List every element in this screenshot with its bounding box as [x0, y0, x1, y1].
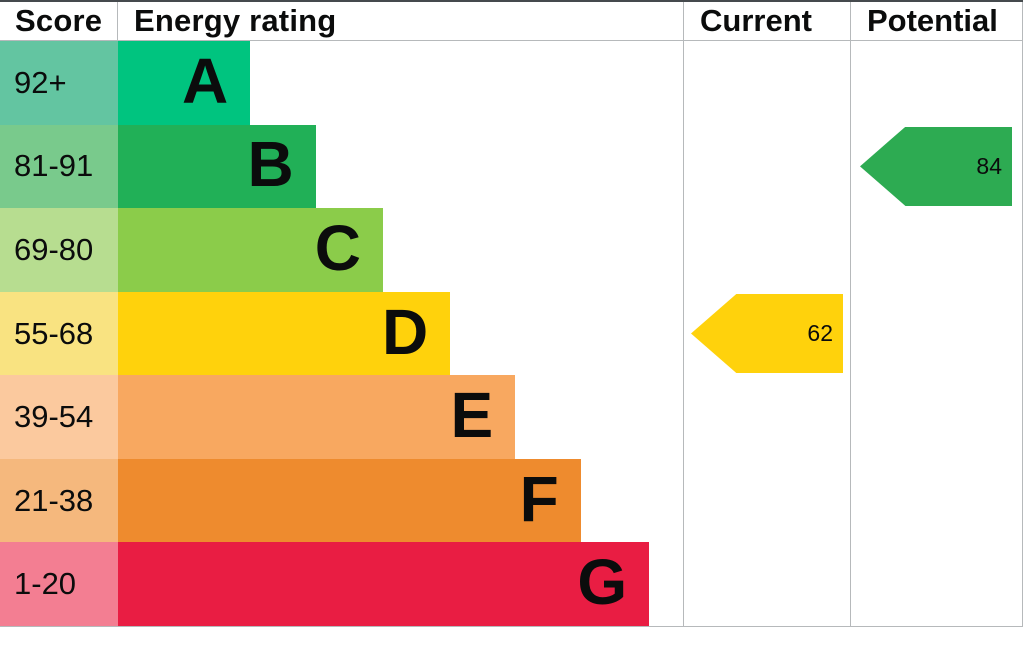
score-range-label-D: 55-68 — [0, 291, 118, 376]
band-bar-F: F — [118, 458, 581, 543]
band-bar-area-B: B — [118, 124, 683, 209]
score-range-label-C: 69-80 — [0, 208, 118, 292]
band-bar-area-C: C — [118, 208, 683, 292]
chart-header-left: Score Energy rating — [0, 2, 683, 41]
band-bar-area-A: A — [118, 41, 683, 125]
current-column-header: Current — [684, 2, 850, 41]
band-row-C: 69-80 C — [0, 208, 683, 292]
score-rating-area: Score Energy rating 92+ A 81-91 B 69-80 C 55-6… — [0, 2, 683, 627]
band-row-B: 81-91 B — [0, 124, 683, 209]
band-bar-area-F: F — [118, 458, 683, 543]
band-row-E: 39-54 E — [0, 375, 683, 459]
score-column-header: Score — [0, 2, 118, 40]
energy-rating-column-header: Energy rating — [134, 3, 337, 38]
band-bar-A: A — [118, 41, 251, 125]
potential-column: Potential 84 — [850, 2, 1023, 626]
band-rows: 92+ A 81-91 B 69-80 C 55-68 D 39-54 E 21-38 F 1-20 G — [0, 41, 683, 627]
band-bar-C: C — [118, 208, 383, 292]
epc-rating-chart: Score Energy rating 92+ A 81-91 B 69-80 C 55-6… — [0, 0, 1023, 627]
band-row-G: 1-20 G — [0, 542, 683, 627]
band-letter-F: F — [519, 462, 559, 535]
band-bar-E: E — [118, 375, 516, 459]
score-range-label-E: 39-54 — [0, 375, 118, 459]
band-letter-B: B — [247, 128, 294, 201]
band-row-F: 21-38 F — [0, 458, 683, 543]
band-bar-G: G — [118, 542, 650, 627]
current-column-body: 62 — [684, 41, 850, 626]
band-letter-G: G — [577, 546, 628, 619]
band-letter-D: D — [382, 295, 429, 368]
current-rating-arrow: 62 — [691, 293, 843, 374]
score-range-label-B: 81-91 — [0, 124, 118, 209]
band-row-D: 55-68 D — [0, 291, 683, 376]
score-range-label-G: 1-20 — [0, 542, 118, 627]
band-bar-B: B — [118, 124, 316, 209]
potential-column-body: 84 — [851, 41, 1022, 626]
current-rating-value: 62 — [807, 319, 833, 346]
band-letter-A: A — [181, 44, 229, 117]
band-bar-area-G: G — [118, 542, 683, 627]
potential-column-header: Potential — [851, 2, 1022, 41]
current-column: Current 62 — [683, 2, 850, 626]
band-row-A: 92+ A — [0, 41, 683, 125]
score-range-label-A: 92+ — [0, 41, 118, 125]
band-letter-C: C — [314, 211, 361, 284]
band-bar-area-E: E — [118, 375, 683, 459]
band-bar-area-D: D — [118, 291, 683, 376]
score-range-label-F: 21-38 — [0, 458, 118, 543]
potential-rating-arrow: 84 — [860, 126, 1012, 207]
band-bar-D: D — [118, 291, 451, 376]
potential-rating-value: 84 — [976, 152, 1002, 179]
band-letter-E: E — [450, 379, 494, 452]
